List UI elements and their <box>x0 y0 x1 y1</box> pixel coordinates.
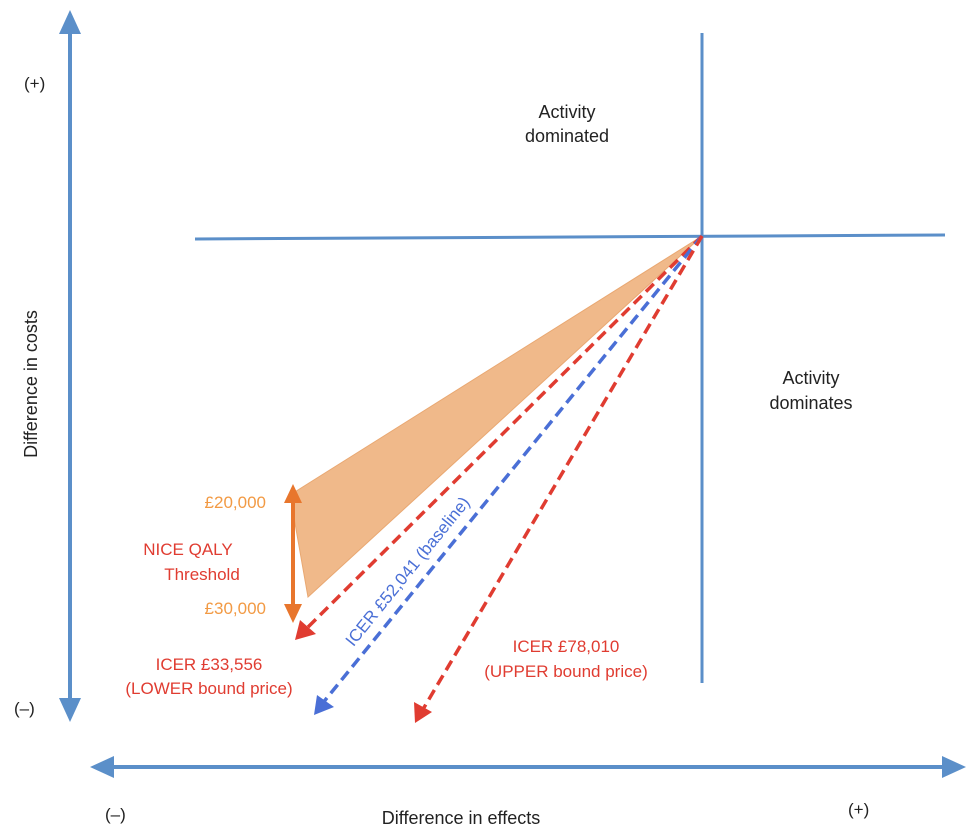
icer-upper-line1: ICER £78,010 <box>513 637 620 656</box>
threshold-band <box>289 235 703 598</box>
icer-baseline-arrow <box>314 234 704 715</box>
y-minus-label: (–) <box>14 699 35 718</box>
quadrant-dominated-line1: Activity <box>538 102 595 122</box>
x-axis-arrow <box>90 756 966 778</box>
threshold-range-arrow <box>284 484 302 623</box>
quadrant-dominates-line1: Activity <box>782 368 839 388</box>
x-plus-label: (+) <box>848 800 869 819</box>
quadrant-horizontal-line <box>194 233 946 241</box>
quadrant-dominates-line2: dominates <box>769 393 852 413</box>
icer-upper-arrow <box>414 235 704 723</box>
x-axis-title: Difference in effects <box>382 808 540 827</box>
icer-lower-arrow <box>295 234 704 640</box>
quadrant-dominated-line2: dominated <box>525 126 609 146</box>
threshold-lower-value: £30,000 <box>205 599 266 618</box>
threshold-label-line2: Threshold <box>164 565 240 584</box>
threshold-upper-value: £20,000 <box>205 493 266 512</box>
y-axis-arrow <box>59 10 81 722</box>
y-axis-title: Difference in costs <box>21 310 41 458</box>
x-minus-label: (–) <box>105 805 126 824</box>
threshold-label-line1: NICE QALY <box>143 540 232 559</box>
icer-lower-line1: ICER £33,556 <box>156 655 263 674</box>
icer-upper-line2: (UPPER bound price) <box>484 662 647 681</box>
icer-lower-line2: (LOWER bound price) <box>125 679 292 698</box>
y-plus-label: (+) <box>24 74 45 93</box>
